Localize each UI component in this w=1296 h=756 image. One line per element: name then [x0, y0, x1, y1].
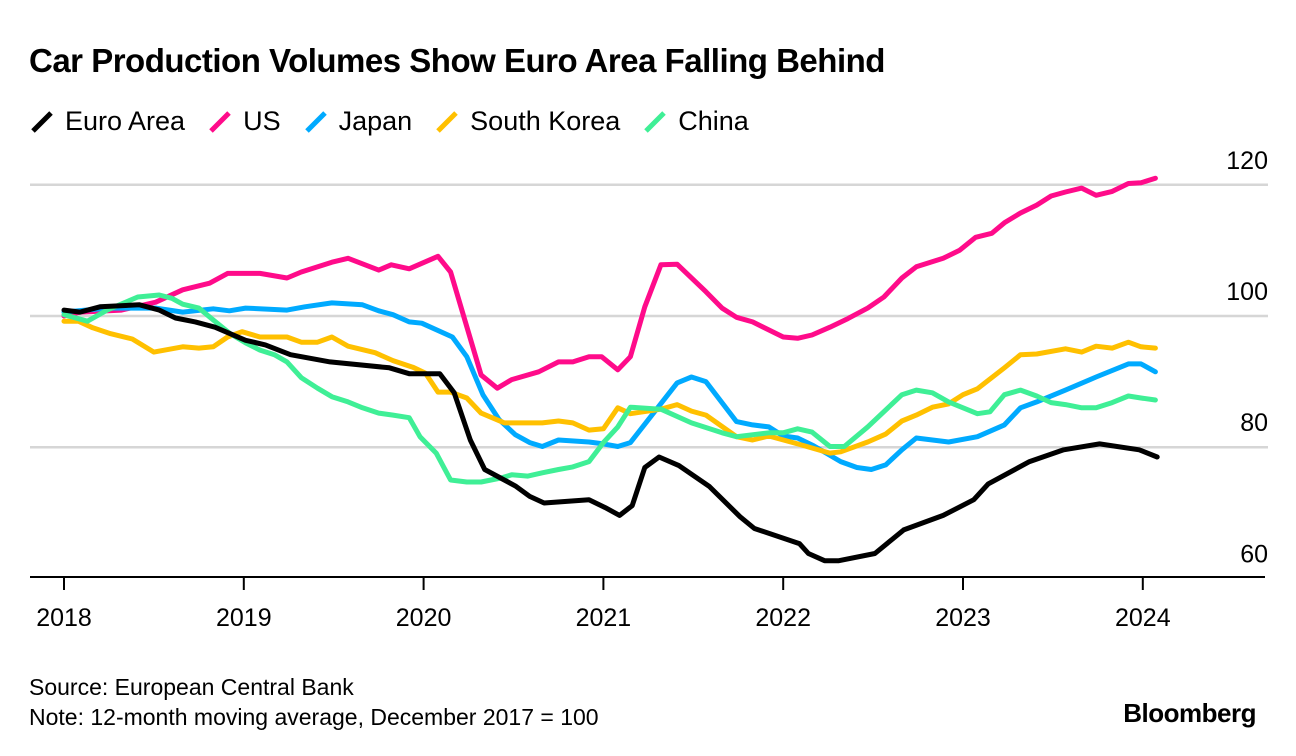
y-axis: 60 80 100 120 — [1226, 147, 1268, 569]
x-axis: 2018 2019 2020 2021 2022 2023 2024 — [30, 576, 1265, 632]
source-note: Source: European Central Bank — [29, 674, 354, 700]
legend-item: Japan — [303, 106, 413, 137]
legend-label: Euro Area — [65, 106, 186, 136]
series-line-japan — [61, 300, 1158, 472]
x-tick-label: 2018 — [36, 604, 92, 632]
x-tick-label: 2023 — [935, 604, 991, 632]
series-line-south-korea — [61, 318, 1158, 456]
series-lines — [61, 175, 1160, 564]
x-tick-label: 2019 — [216, 604, 272, 632]
y-tick-label: 100 — [1226, 278, 1268, 306]
x-tick-label: 2024 — [1115, 604, 1171, 632]
series-line-china — [61, 292, 1158, 485]
x-tick-label: 2022 — [755, 604, 811, 632]
legend-swatch-icon — [304, 110, 327, 133]
bloomberg-logo: Bloomberg — [1123, 698, 1256, 728]
y-tick-label: 60 — [1240, 540, 1268, 568]
legend-item: US — [207, 106, 281, 137]
legend-item: South Korea — [434, 106, 620, 137]
gridlines — [30, 183, 1268, 449]
x-tick-label: 2020 — [396, 604, 452, 632]
legend-label: China — [678, 106, 749, 136]
legend-label: Japan — [338, 106, 413, 136]
series-line-euro-area — [61, 302, 1160, 564]
x-tick-label: 2021 — [576, 604, 632, 632]
legend-label: South Korea — [470, 106, 621, 136]
series-line-us — [61, 175, 1158, 391]
legend-item: Euro Area — [29, 106, 185, 137]
legend-item: China — [642, 106, 749, 137]
legend-swatch-icon — [436, 110, 458, 133]
chart-legend: Euro Area US Japan South Korea China — [29, 106, 749, 137]
chart-title: Car Production Volumes Show Euro Area Fa… — [29, 42, 885, 79]
legend-swatch-icon — [644, 110, 667, 133]
y-tick-label: 80 — [1240, 409, 1268, 437]
legend-swatch-icon — [31, 110, 53, 133]
methodology-note: Note: 12-month moving average, December … — [29, 704, 599, 730]
legend-label: US — [243, 106, 281, 136]
y-tick-label: 120 — [1226, 147, 1268, 175]
legend-swatch-icon — [209, 110, 231, 133]
